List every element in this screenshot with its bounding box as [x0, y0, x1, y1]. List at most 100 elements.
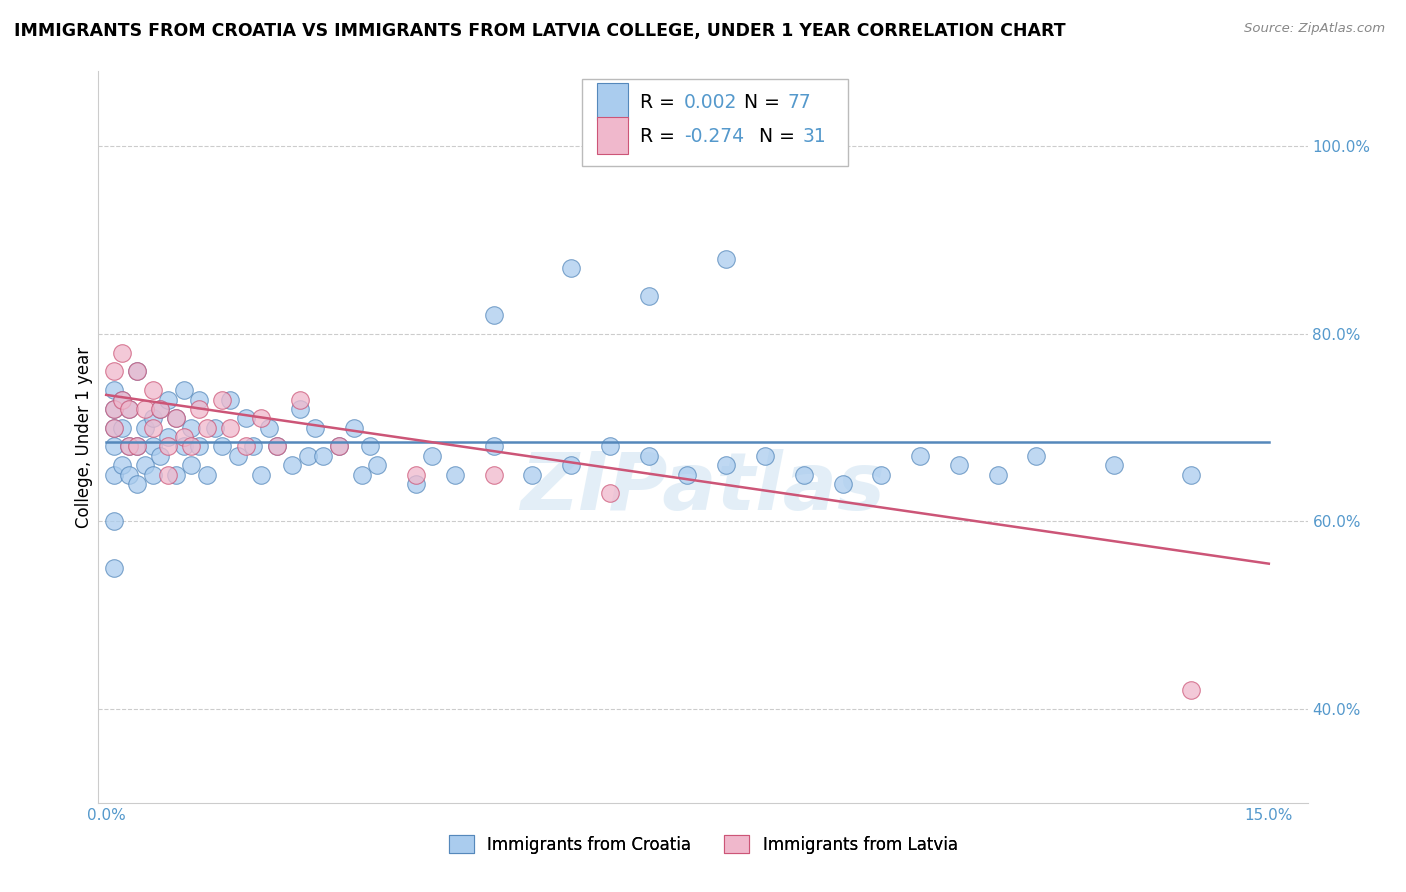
Point: [328, 440, 350, 454]
Point: [188, 401, 211, 416]
Point: [908, 449, 931, 463]
Point: [793, 467, 815, 482]
Point: [297, 449, 319, 463]
Point: [599, 486, 621, 500]
Text: R =: R =: [640, 127, 681, 146]
Point: [482, 440, 505, 454]
Point: [1180, 683, 1202, 698]
Text: Source: ZipAtlas.com: Source: ZipAtlas.com: [1244, 22, 1385, 36]
Point: [149, 449, 172, 463]
Point: [211, 392, 233, 407]
Point: [149, 401, 172, 416]
Point: [204, 420, 226, 434]
Point: [180, 458, 202, 473]
Point: [1025, 449, 1047, 463]
Point: [405, 467, 427, 482]
Point: [173, 430, 195, 444]
Point: [103, 420, 125, 434]
Text: N =: N =: [744, 93, 786, 112]
Point: [180, 420, 202, 434]
Point: [250, 411, 273, 425]
Point: [127, 364, 149, 378]
Point: [103, 440, 125, 454]
Point: [560, 458, 582, 473]
Point: [195, 420, 218, 434]
Point: [444, 467, 467, 482]
Point: [157, 467, 180, 482]
Point: [266, 440, 288, 454]
Point: [142, 383, 165, 397]
Point: [142, 420, 165, 434]
Point: [482, 467, 505, 482]
Point: [257, 420, 280, 434]
Point: [103, 401, 125, 416]
Point: [1102, 458, 1125, 473]
Point: [420, 449, 443, 463]
Text: R =: R =: [640, 93, 681, 112]
Point: [188, 440, 211, 454]
Point: [637, 289, 659, 303]
Point: [111, 458, 134, 473]
Point: [118, 440, 141, 454]
Point: [111, 345, 134, 359]
Point: [195, 467, 218, 482]
Point: [103, 515, 125, 529]
Text: N =: N =: [759, 127, 800, 146]
Point: [118, 440, 141, 454]
Point: [149, 401, 172, 416]
Point: [211, 440, 233, 454]
Point: [111, 392, 134, 407]
Point: [157, 392, 180, 407]
Point: [127, 440, 149, 454]
Point: [134, 458, 156, 473]
Point: [173, 440, 195, 454]
Point: [111, 420, 134, 434]
Text: ZIPatlas: ZIPatlas: [520, 450, 886, 527]
Point: [637, 449, 659, 463]
Point: [103, 561, 125, 575]
Point: [560, 261, 582, 276]
Point: [250, 467, 273, 482]
Point: [328, 440, 350, 454]
Text: 77: 77: [787, 93, 811, 112]
Point: [676, 467, 699, 482]
Point: [599, 440, 621, 454]
Point: [157, 430, 180, 444]
FancyBboxPatch shape: [582, 78, 848, 167]
Point: [103, 420, 125, 434]
Point: [522, 467, 544, 482]
Text: -0.274: -0.274: [683, 127, 744, 146]
Point: [482, 308, 505, 322]
Point: [754, 449, 776, 463]
Point: [180, 440, 202, 454]
Point: [142, 467, 165, 482]
Point: [831, 477, 853, 491]
Point: [103, 467, 125, 482]
Point: [235, 440, 257, 454]
Point: [127, 477, 149, 491]
Point: [312, 449, 335, 463]
Point: [350, 467, 373, 482]
Point: [366, 458, 388, 473]
Point: [134, 420, 156, 434]
Text: 31: 31: [803, 127, 825, 146]
FancyBboxPatch shape: [596, 83, 628, 120]
Point: [343, 420, 366, 434]
Point: [111, 392, 134, 407]
Point: [288, 392, 311, 407]
Point: [716, 252, 738, 266]
Point: [127, 440, 149, 454]
Point: [188, 392, 211, 407]
Point: [173, 383, 195, 397]
Point: [103, 401, 125, 416]
Point: [219, 420, 242, 434]
Point: [281, 458, 304, 473]
Point: [242, 440, 264, 454]
Point: [118, 401, 141, 416]
Point: [142, 440, 165, 454]
Point: [948, 458, 970, 473]
Legend: Immigrants from Croatia, Immigrants from Latvia: Immigrants from Croatia, Immigrants from…: [441, 829, 965, 860]
Point: [103, 383, 125, 397]
Point: [142, 411, 165, 425]
Point: [716, 458, 738, 473]
